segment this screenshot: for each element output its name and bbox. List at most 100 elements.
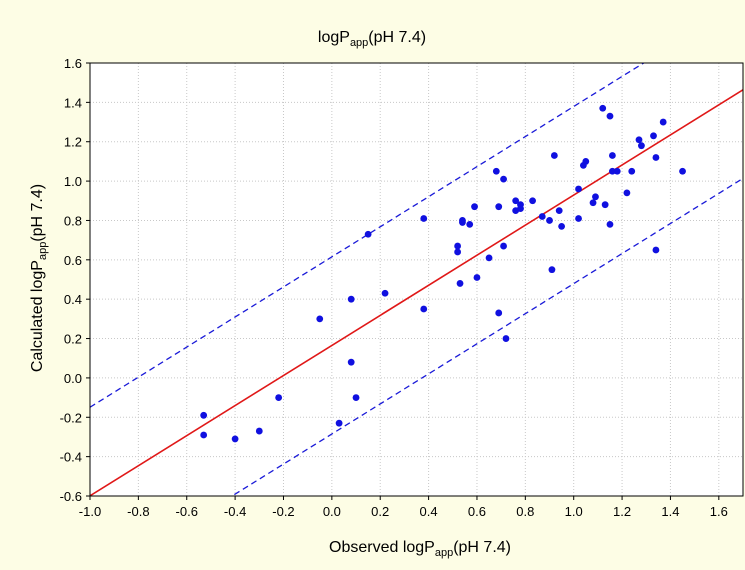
plot-background <box>90 63 743 496</box>
x-tick-label: 1.0 <box>565 504 583 519</box>
data-point <box>659 118 667 126</box>
data-point <box>529 197 536 205</box>
data-point <box>500 175 507 183</box>
x-tick-label: 1.4 <box>661 504 679 519</box>
data-point <box>502 335 510 342</box>
data-point <box>538 213 546 220</box>
data-point <box>200 431 208 439</box>
x-tick-label: 0.2 <box>371 504 389 519</box>
y-tick-label: 0.4 <box>64 292 82 307</box>
data-point <box>650 132 657 140</box>
data-point <box>652 246 660 254</box>
data-point <box>347 358 355 366</box>
xlabel-rest: (pH 7.4) <box>453 539 511 556</box>
x-axis-ticks: -1.0 -0.8 -0.6 -0.4 -0.2 0.0 0.2 0.4 0.6 0.8 1.0 1.… <box>79 496 728 519</box>
data-point <box>589 199 597 207</box>
chart-title: logPapp(pH 7.4) <box>318 29 426 49</box>
data-point <box>255 427 263 435</box>
svg-text:logPapp(pH 7.4): logPapp(pH 7.4) <box>318 29 426 49</box>
data-point <box>652 154 660 161</box>
ylabel-main: Calculated logP <box>29 260 46 372</box>
data-point <box>335 419 343 427</box>
data-point <box>495 203 503 211</box>
data-point <box>420 305 428 313</box>
data-point <box>638 142 645 150</box>
data-point <box>609 167 616 175</box>
y-tick-label: 0.6 <box>64 253 82 268</box>
svg-text:Observed logPapp(pH 7.4): Observed logPapp(pH 7.4) <box>329 539 511 559</box>
ylabel-rest: (pH 7.4) <box>29 184 46 242</box>
x-tick-label: 1.6 <box>710 504 728 519</box>
x-tick-label: -0.8 <box>127 504 149 519</box>
x-tick-label: 0.6 <box>468 504 486 519</box>
x-tick-label: -1.0 <box>79 504 101 519</box>
upper-confidence-line <box>90 63 645 408</box>
y-tick-label: 0.2 <box>64 332 82 347</box>
data-point <box>628 167 636 175</box>
y-tick-label: 1.2 <box>64 135 82 150</box>
data-points <box>200 104 686 443</box>
grid <box>89 62 743 497</box>
svg-text:Calculated logPapp(pH 7.4): Calculated logPapp(pH 7.4) <box>29 184 49 372</box>
title-rest: (pH 7.4) <box>368 29 426 46</box>
y-axis-label: Calculated logPapp(pH 7.4) <box>29 184 49 372</box>
x-tick-label: 1.2 <box>613 504 631 519</box>
y-tick-label: -0.6 <box>60 489 82 504</box>
x-tick-label: 0.0 <box>323 504 341 519</box>
data-point <box>517 201 524 209</box>
data-point <box>558 222 566 230</box>
y-tick-label: 0.0 <box>64 371 82 386</box>
y-tick-label: 1.6 <box>64 56 82 71</box>
data-point <box>546 217 553 224</box>
data-point <box>582 158 590 165</box>
data-point <box>635 136 643 144</box>
data-point <box>473 274 481 281</box>
data-point <box>381 289 389 297</box>
data-point <box>352 394 360 401</box>
regression-line <box>90 89 743 496</box>
x-tick-label: 0.4 <box>420 504 438 519</box>
data-point <box>364 230 372 238</box>
y-axis-ticks: -0.6 -0.4 -0.2 0.0 0.2 0.4 0.6 0.8 1.0 1.2 1.4 1.6 <box>60 56 90 504</box>
data-point <box>599 104 607 112</box>
x-tick-label: -0.4 <box>224 504 246 519</box>
plot-area <box>89 62 744 497</box>
data-point <box>492 167 500 175</box>
x-tick-label: -0.2 <box>272 504 294 519</box>
data-point <box>623 189 631 197</box>
data-point <box>575 185 582 193</box>
clipped-series <box>90 63 743 496</box>
y-tick-label: 0.8 <box>64 213 82 228</box>
title-subscript: app <box>350 37 368 49</box>
data-point <box>454 248 462 256</box>
data-point <box>601 201 609 209</box>
data-point <box>500 242 507 250</box>
lower-confidence-line <box>230 177 743 496</box>
data-point <box>592 193 599 201</box>
data-point <box>548 266 556 274</box>
data-point <box>495 309 503 317</box>
data-point <box>456 280 464 287</box>
ylabel-subscript: app <box>37 242 49 260</box>
data-point <box>466 220 474 228</box>
data-point <box>459 217 466 224</box>
data-point <box>555 207 563 215</box>
x-tick-label: 0.8 <box>516 504 534 519</box>
y-tick-label: 1.4 <box>64 95 82 110</box>
xlabel-subscript: app <box>435 547 453 559</box>
data-point <box>512 197 520 205</box>
data-point <box>200 411 208 419</box>
y-tick-label: 1.0 <box>64 174 82 189</box>
xlabel-main: Observed logP <box>329 539 435 556</box>
x-tick-label: -0.6 <box>176 504 198 519</box>
data-point <box>606 220 614 228</box>
data-point <box>275 394 283 401</box>
data-point <box>550 152 558 159</box>
data-point <box>609 152 616 159</box>
data-point <box>231 435 239 443</box>
data-point <box>454 242 462 250</box>
data-point <box>347 295 355 303</box>
data-point <box>613 167 621 175</box>
y-tick-label: -0.2 <box>60 410 82 425</box>
data-point <box>679 167 686 175</box>
